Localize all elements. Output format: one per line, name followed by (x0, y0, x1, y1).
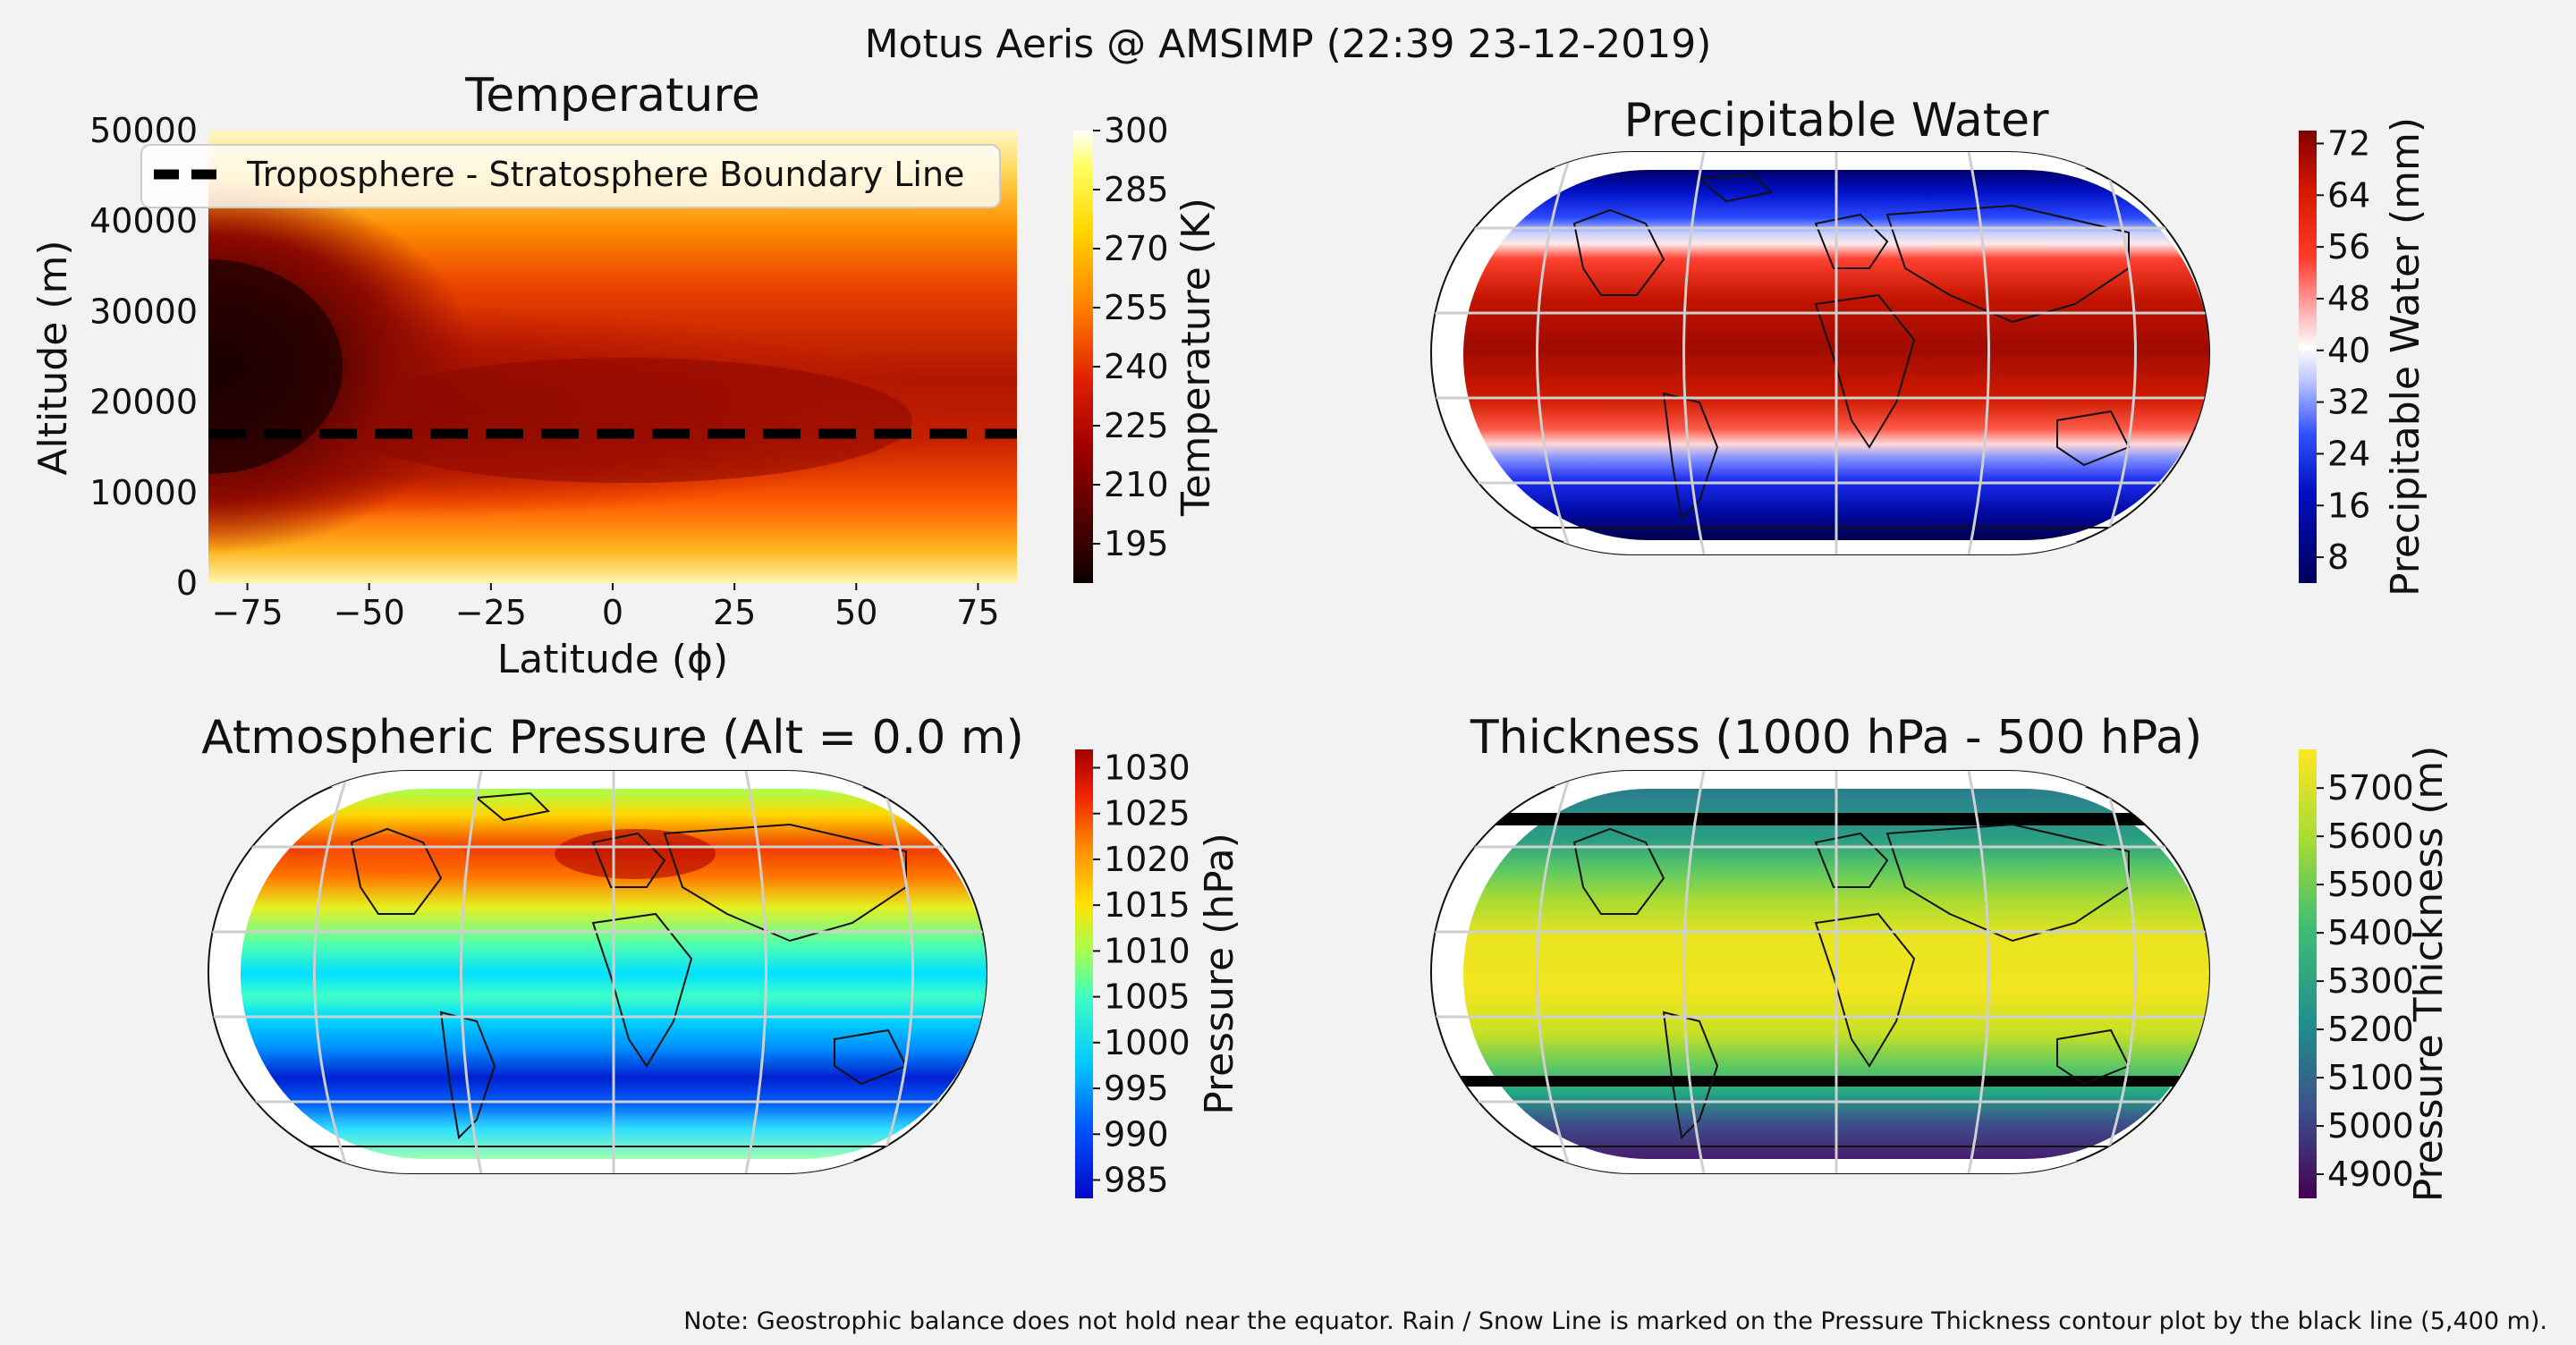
thickness-panel: Thickness (1000 hPa - 500 hPa) (1430, 711, 2452, 1203)
colorbar-tick-label: 8 (2327, 537, 2349, 577)
colorbar-tick-label: 16 (2327, 486, 2370, 525)
precipitable-water-title: Precipitable Water (1623, 94, 2049, 148)
pw-colorbar (2299, 131, 2317, 583)
x-tick-label: 25 (713, 593, 756, 632)
pressure-colorbar-ticks: 985 990 995 1000 1005 1010 1015 1020 1025 1030 (1093, 748, 1191, 1200)
colorbar-tick-label: 1010 (1104, 931, 1191, 970)
colorbar-tick-label: 24 (2327, 434, 2370, 473)
x-tick-label: 75 (956, 593, 999, 632)
colorbar-tick-label: 1000 (1104, 1023, 1191, 1062)
colorbar-tick-label: 990 (1104, 1114, 1169, 1154)
colorbar-tick-label: 210 (1104, 465, 1169, 504)
footnote: Note: Geostrophic balance does not hold … (683, 1307, 2547, 1335)
colorbar-tick-label: 285 (1104, 170, 1169, 209)
colorbar-tick-label: 1020 (1104, 840, 1191, 879)
rain-snow-line-south (1431, 1076, 2209, 1087)
rain-snow-line-north (1431, 813, 2209, 825)
pressure-map-field (208, 771, 987, 1173)
legend-boundary-label: Troposphere - Stratosphere Boundary Line (246, 155, 964, 194)
pw-colorbar-ticks: 8 16 24 32 40 48 56 64 72 (2317, 123, 2370, 577)
pw-colorbar-label: Precipitable Water (mm) (2383, 117, 2428, 596)
y-tick-label: 20000 (89, 383, 198, 422)
colorbar-tick-label: 225 (1104, 406, 1169, 445)
temperature-xlabel: Latitude (ϕ) (497, 637, 728, 682)
colorbar-tick-label: 48 (2327, 279, 2370, 318)
y-tick-label: 30000 (89, 292, 198, 331)
x-tick-label: −75 (211, 593, 283, 632)
pressure-colorbar-label: Pressure (hPa) (1197, 833, 1242, 1115)
y-tick-label: 40000 (89, 201, 198, 241)
temperature-legend: Troposphere - Stratosphere Boundary Line (140, 144, 1001, 208)
colorbar-tick-label: 995 (1104, 1069, 1169, 1108)
colorbar-tick-label: 5500 (2327, 865, 2414, 904)
colorbar-tick-label: 270 (1104, 229, 1169, 268)
colorbar-tick-label: 1030 (1104, 748, 1191, 787)
pw-map-field (1431, 152, 2209, 554)
thickness-colorbar (2299, 749, 2317, 1198)
temperature-colorbar-ticks: 195 210 225 240 255 270 285 300 (1093, 111, 1169, 563)
colorbar-tick-label: 5200 (2327, 1010, 2414, 1049)
colorbar-tick-label: 255 (1104, 288, 1169, 327)
pressure-panel: Atmospheric Pressure (Alt = 0.0 m) (201, 711, 1242, 1200)
pressure-title: Atmospheric Pressure (Alt = 0.0 m) (201, 711, 1024, 765)
x-tick-label: 50 (835, 593, 877, 632)
x-tick-label: −50 (334, 593, 405, 632)
colorbar-tick-label: 1015 (1104, 885, 1191, 925)
colorbar-tick-label: 5600 (2327, 816, 2414, 856)
pressure-colorbar (1075, 749, 1093, 1198)
temperature-title: Temperature (464, 69, 759, 123)
thickness-title: Thickness (1000 hPa - 500 hPa) (1470, 711, 2202, 765)
colorbar-tick-label: 240 (1104, 347, 1169, 386)
x-tick-label: 0 (602, 593, 623, 632)
y-tick-label: 50000 (89, 111, 198, 150)
thickness-colorbar-ticks: 4900 5000 5100 5200 5300 5400 5500 5600 5700 (2317, 768, 2414, 1194)
figure-suptitle: Motus Aeris @ AMSIMP (22:39 23-12-2019) (865, 21, 1712, 67)
colorbar-tick-label: 5000 (2327, 1106, 2414, 1146)
colorbar-tick-label: 5100 (2327, 1058, 2414, 1097)
temperature-y-ticks: 0 10000 20000 30000 40000 50000 (89, 111, 198, 603)
colorbar-tick-label: 32 (2327, 383, 2370, 422)
x-tick-label: −25 (455, 593, 527, 632)
temperature-colorbar (1073, 131, 1093, 583)
thickness-map-field (1431, 771, 2209, 1173)
temperature-panel: Temperature Troposphere - Stratosphere B… (30, 69, 1219, 682)
colorbar-tick-label: 64 (2327, 175, 2370, 215)
temperature-x-ticks: −75 −50 −25 0 25 50 75 (211, 583, 1000, 632)
colorbar-tick-label: 300 (1104, 111, 1169, 150)
precipitable-water-panel: Precipitable Water 8 16 24 (1430, 94, 2428, 596)
temperature-ylabel: Altitude (m) (30, 240, 76, 475)
colorbar-tick-label: 56 (2327, 227, 2370, 266)
y-tick-label: 10000 (89, 473, 198, 512)
thickness-colorbar-label: Pressure Thickness (m) (2406, 746, 2452, 1203)
colorbar-tick-label: 1005 (1104, 977, 1191, 1017)
colorbar-tick-label: 1025 (1104, 794, 1191, 833)
colorbar-tick-label: 5700 (2327, 768, 2414, 808)
colorbar-tick-label: 195 (1104, 524, 1169, 563)
colorbar-tick-label: 40 (2327, 331, 2370, 370)
y-tick-label: 0 (176, 563, 198, 603)
colorbar-tick-label: 72 (2327, 123, 2370, 163)
colorbar-tick-label: 985 (1104, 1161, 1169, 1200)
colorbar-tick-label: 4900 (2327, 1155, 2414, 1194)
colorbar-tick-label: 5400 (2327, 913, 2414, 952)
colorbar-tick-label: 5300 (2327, 961, 2414, 1001)
temperature-colorbar-label: Temperature (K) (1174, 198, 1219, 517)
